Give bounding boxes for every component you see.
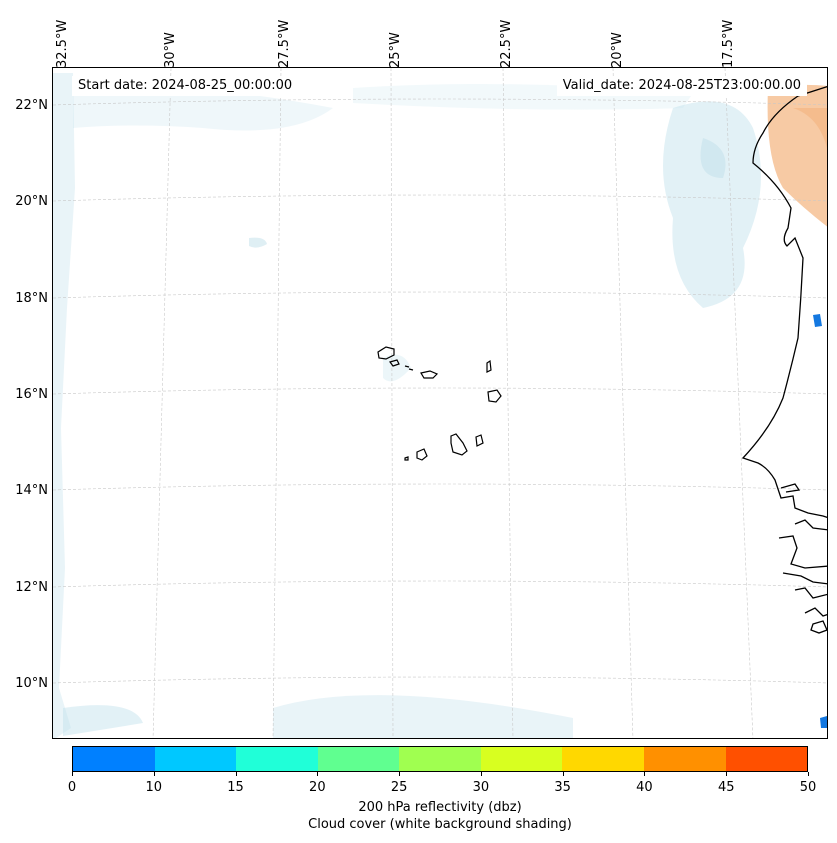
colorbar-label: 200 hPa reflectivity (dbz) [358,800,522,815]
lon-label-20w: 20°W [610,32,625,68]
lat-label-20n: 20°N [15,194,48,209]
lon-label-27-5w: 27.5°W [277,19,292,68]
colorbar-segment [480,747,563,771]
gridlines [53,68,827,738]
colorbar-tick-mark [644,772,646,776]
colorbar-segment [643,747,726,771]
lat-label-10n: 10°N [15,676,48,691]
lat-label-18n: 18°N [15,291,48,306]
colorbar-segment [236,747,318,771]
colorbar-tick-label: 35 [554,780,571,795]
colorbar-tick-mark [317,772,319,776]
lon-label-17-5w: 17.5°W [721,19,736,68]
colorbar-segment [154,747,237,771]
colorbar-sublabel: Cloud cover (white background shading) [308,817,572,832]
colorbar-tick-label: 15 [227,780,244,795]
lat-label-14n: 14°N [15,483,48,498]
colorbar-tick-label: 10 [145,780,163,795]
colorbar-tick-mark [726,772,728,776]
lon-label-30w: 30°W [163,32,178,68]
colorbar-tick-label: 50 [799,780,817,795]
colorbar-tick-label: 30 [472,780,490,795]
colorbar-tick-label: 40 [636,780,653,795]
lon-label-32-5w: 32.5°W [55,19,70,68]
start-date-label: Start date: 2024-08-25_00:00:00 [72,76,299,96]
colorbar-tick-mark [480,772,482,776]
cloud-cover-shading [53,73,761,738]
colorbar-tick-mark [235,772,237,776]
colorbar-tick-label: 20 [309,780,326,795]
reflectivity-colorbar [72,746,808,772]
map-panel[interactable] [52,67,828,739]
valid-date-label: Valid_date: 2024-08-25T23:00:00.00 [556,76,807,96]
lat-label-22n: 22°N [15,98,48,113]
colorbar-tick-mark [562,772,564,776]
african-coastline [741,85,827,634]
lon-label-25w: 25°W [388,32,403,68]
lat-label-16n: 16°N [15,387,48,402]
colorbar-segment [73,747,155,771]
colorbar-tick-label: 25 [390,780,408,795]
colorbar-tick-label: 45 [717,780,735,795]
colorbar-segment [317,747,400,771]
colorbar-segment [725,747,808,771]
colorbar-tick-mark [72,772,73,776]
colorbar-tick-mark [153,772,155,776]
colorbar-tick-mark [808,772,809,776]
colorbar-segment [562,747,644,771]
lat-label-12n: 12°N [15,580,48,595]
colorbar-tick-mark [399,772,401,776]
colorbar-segment [399,747,481,771]
cape-verde-islands [377,346,502,461]
desert-shading [767,84,827,227]
map-canvas [53,68,827,738]
reflectivity-echoes [813,314,827,728]
lon-label-22-5w: 22.5°W [499,19,514,68]
colorbar-tick-label: 0 [67,780,77,795]
